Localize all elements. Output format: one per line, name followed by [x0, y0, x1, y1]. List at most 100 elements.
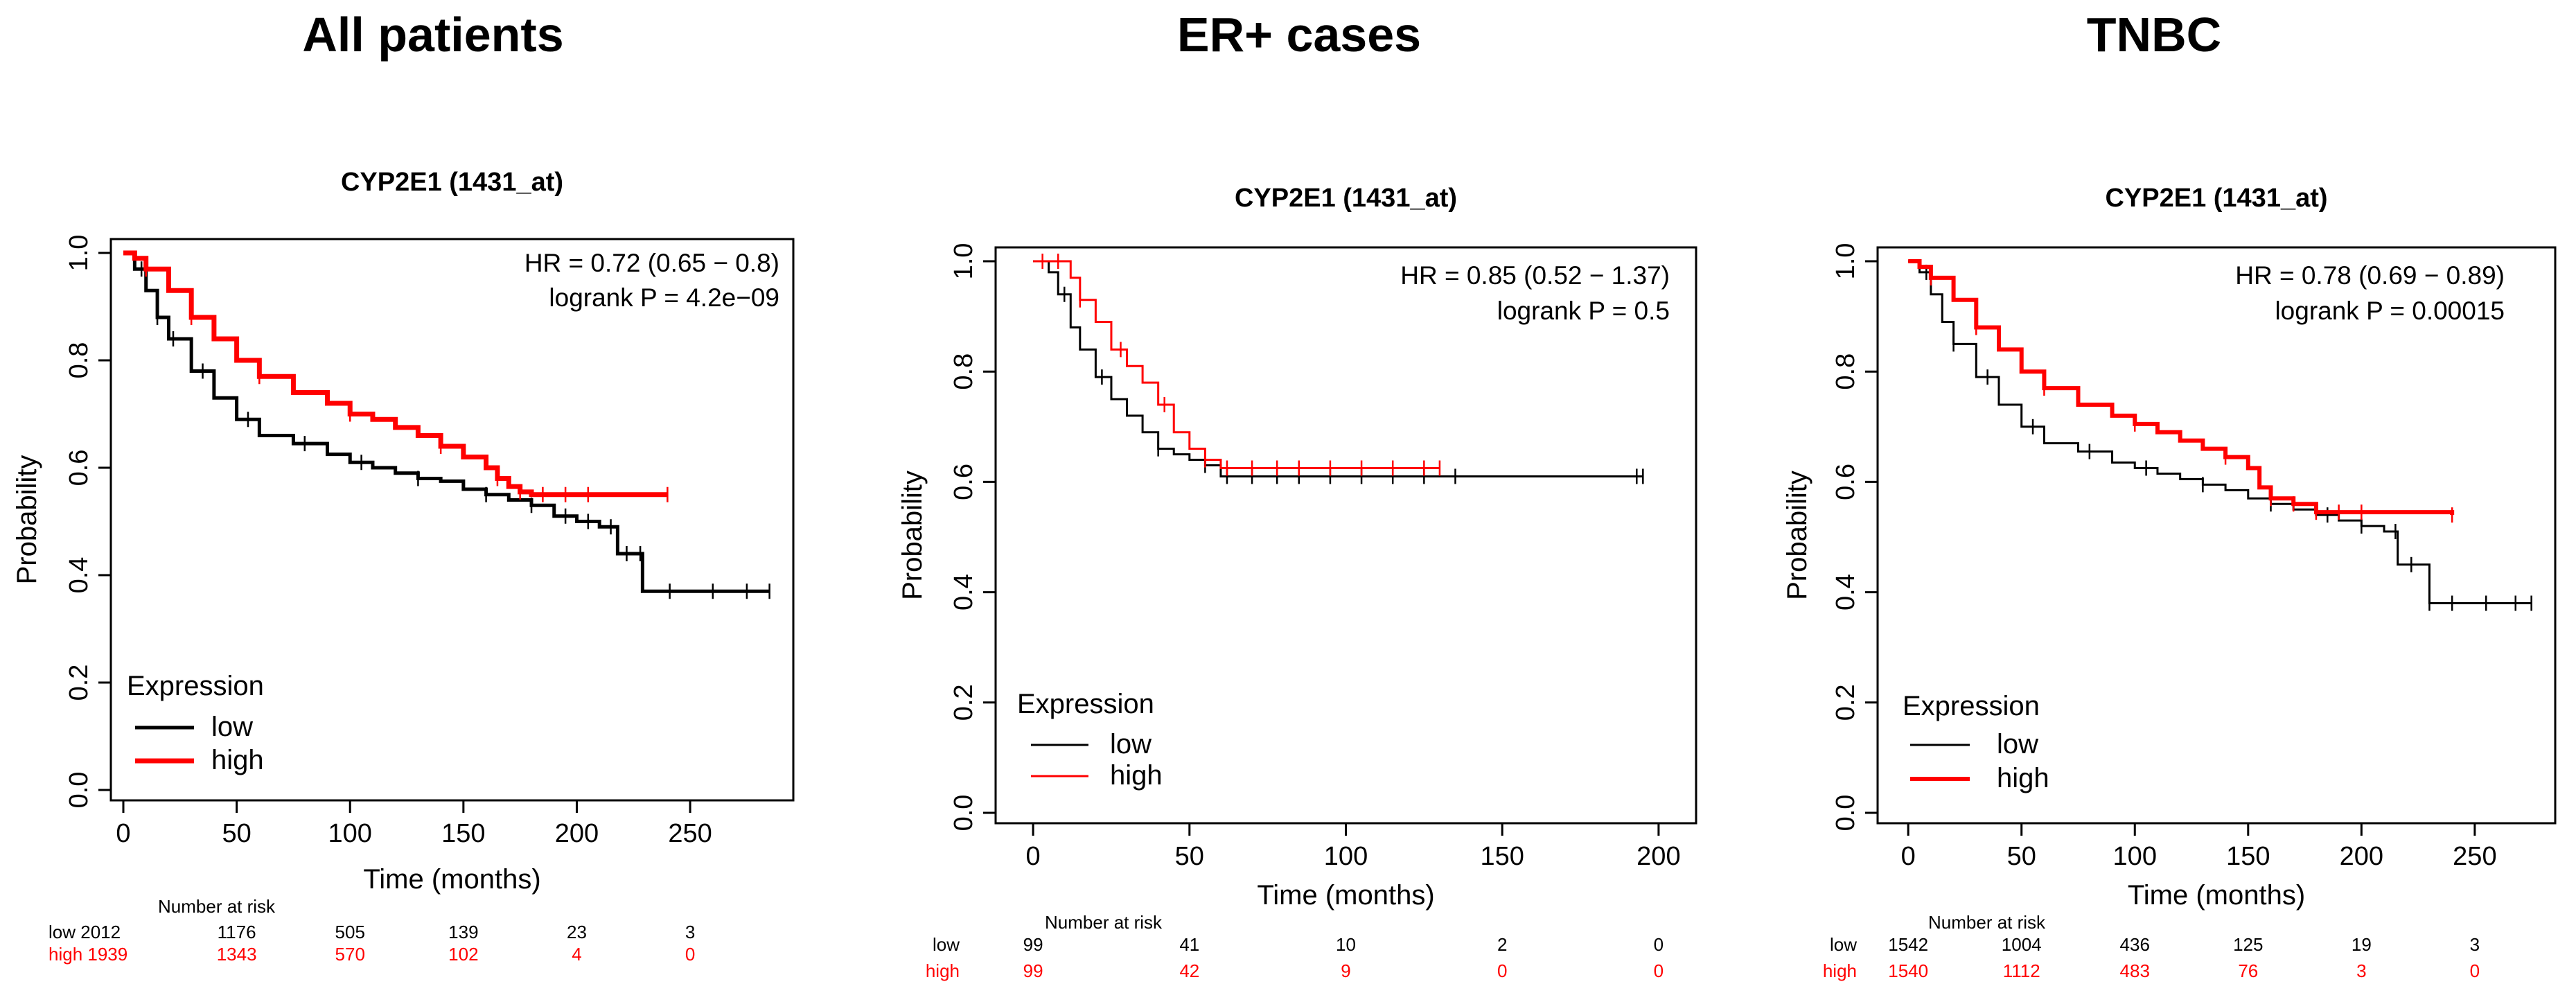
chart2-y-axis-label: Probability — [897, 471, 928, 600]
chart3-risk-low-label: low — [1830, 934, 1857, 955]
chart1-x-axis-label: Time (months) — [363, 864, 540, 895]
chart3-risk-low-value: 1004 — [2002, 934, 2042, 955]
chart1-legend-title: Expression — [127, 671, 264, 701]
chart1-risk-low-value: 139 — [448, 922, 478, 942]
chart3-legend-title: Expression — [1903, 691, 2040, 721]
chart3-legend-label-high: high — [1997, 763, 2049, 793]
chart3-y-tick-label: 0.6 — [1831, 464, 1860, 500]
chart3-risk-low-value: 436 — [2120, 934, 2150, 955]
chart2-logrank-p: logrank P = 0.5 — [1497, 297, 1670, 325]
chart3-risk-high-value: 76 — [2238, 960, 2258, 981]
chart3-risk-high-value: 3 — [2356, 960, 2366, 981]
chart2-risk-high-value: 0 — [1654, 960, 1664, 981]
chart2-y-tick-label: 1.0 — [949, 243, 978, 280]
section-title-tnbc: TNBC — [2086, 8, 2222, 62]
chart2-y-tick-label: 0.6 — [949, 464, 978, 500]
chart3-series-low-curve — [1908, 260, 2532, 605]
section-title-er-cases: ER+ cases — [1176, 8, 1422, 62]
chart1-y-tick-label: 0.6 — [64, 450, 94, 486]
chart1-y-tick-label: 0.4 — [64, 557, 94, 594]
chart3-risk-header: Number at risk — [1928, 912, 2046, 933]
chart2-series-low-curve — [1033, 260, 1643, 477]
chart2-y-tick-label: 0.0 — [949, 795, 978, 832]
chart3-x-tick-label: 50 — [2007, 842, 2036, 871]
chart2-x-tick-label: 50 — [1175, 842, 1204, 871]
chart3-risk-low-value: 19 — [2352, 934, 2372, 955]
chart3-x-tick-label: 200 — [2340, 842, 2383, 871]
chart3-logrank-p: logrank P = 0.00015 — [2275, 297, 2505, 325]
chart3-hazard-ratio: HR = 0.78 (0.69 − 0.89) — [2235, 261, 2505, 290]
chart3-risk-low-value: 3 — [2470, 934, 2480, 955]
chart2-risk-low-value: 2 — [1497, 934, 1507, 955]
chart2-risk-low-value: 10 — [1336, 934, 1356, 955]
chart2-risk-high-value: 0 — [1497, 960, 1507, 981]
chart2-risk-high-label: high — [926, 960, 960, 981]
chart1-risk-low-label: low 2012 — [48, 922, 121, 942]
chart2-y-tick-label: 0.4 — [949, 574, 978, 610]
chart2-risk-header: Number at risk — [1045, 912, 1163, 933]
chart3-y-tick-label: 0.2 — [1831, 684, 1860, 721]
section-title-all-patients: All patients — [302, 8, 564, 62]
chart3-x-tick-label: 150 — [2226, 842, 2270, 871]
chart1-series-low-curve — [123, 251, 770, 593]
chart3-y-tick-label: 0.4 — [1831, 574, 1860, 610]
chart3-y-axis-label: Probability — [1782, 471, 1812, 600]
chart1-legend-label-high: high — [211, 745, 264, 775]
chart2-x-axis-label: Time (months) — [1257, 880, 1434, 911]
chart1-x-tick-label: 100 — [328, 819, 372, 848]
chart1-y-axis-label: Probability — [12, 455, 42, 585]
chart1-risk-high-value: 1343 — [217, 944, 257, 965]
chart1-series-high-curve — [123, 250, 668, 498]
chart2-series-high-curve — [1033, 260, 1440, 469]
chart2-legend-title: Expression — [1017, 689, 1154, 719]
chart3-x-tick-label: 250 — [2453, 842, 2496, 871]
chart2-plot-frame — [994, 246, 1697, 825]
chart1-risk-high-value: 570 — [335, 944, 365, 965]
chart2-y-tick-label: 0.2 — [949, 684, 978, 721]
chart2-y-tick-label: 0.8 — [949, 353, 978, 390]
chart3-risk-high-value: 1540 — [1888, 960, 1928, 981]
chart3-y-tick-label: 0.0 — [1831, 795, 1860, 832]
chart2-legend-label-high: high — [1110, 760, 1163, 791]
chart3-risk-high-value: 483 — [2120, 960, 2150, 981]
chart2-risk-low-value: 41 — [1179, 934, 1199, 955]
chart3-risk-low-value: 125 — [2233, 934, 2263, 955]
chart2-hazard-ratio: HR = 0.85 (0.52 − 1.37) — [1400, 261, 1670, 290]
chart2-risk-high-value: 42 — [1179, 960, 1199, 981]
chart1-risk-high-label: high 1939 — [48, 944, 127, 965]
chart1-y-tick-label: 0.0 — [64, 772, 94, 809]
chart1-risk-high-value: 0 — [685, 944, 695, 965]
chart2-x-tick-label: 0 — [1026, 842, 1041, 871]
chart3-risk-high-value: 0 — [2470, 960, 2480, 981]
chart1-y-tick-label: 1.0 — [64, 235, 94, 272]
chart2-risk-low-value: 0 — [1654, 934, 1664, 955]
chart2-risk-high-value: 9 — [1341, 960, 1350, 981]
chart2-risk-high-value: 99 — [1023, 960, 1043, 981]
chart1-x-tick-label: 200 — [555, 819, 599, 848]
chart2-x-tick-label: 150 — [1480, 842, 1524, 871]
chart1-x-tick-label: 0 — [116, 819, 130, 848]
chart2-x-tick-label: 200 — [1637, 842, 1680, 871]
chart1-plot-title: CYP2E1 (1431_at) — [341, 168, 563, 197]
chart3-plot-title: CYP2E1 (1431_at) — [2105, 184, 2327, 213]
chart3-x-tick-label: 0 — [1901, 842, 1916, 871]
chart1-legend-label-low: low — [211, 712, 253, 742]
chart1-y-tick-label: 0.2 — [64, 665, 94, 701]
chart3-y-tick-label: 0.8 — [1831, 353, 1860, 390]
chart1-x-tick-label: 150 — [441, 819, 485, 848]
chart1-logrank-p: logrank P = 4.2e−09 — [549, 283, 779, 312]
chart1-risk-low-value: 3 — [685, 922, 695, 942]
chart2-plot-title: CYP2E1 (1431_at) — [1235, 184, 1457, 213]
chart3-plot-frame — [1876, 246, 2557, 825]
chart3-risk-low-value: 1542 — [1888, 934, 1928, 955]
chart1-x-tick-label: 250 — [668, 819, 712, 848]
chart2-risk-low-value: 99 — [1023, 934, 1043, 955]
chart3-risk-high-label: high — [1823, 960, 1857, 981]
chart1-y-tick-label: 0.8 — [64, 342, 94, 379]
chart1-risk-low-value: 23 — [567, 922, 587, 942]
chart1-risk-header: Number at risk — [158, 896, 276, 917]
chart3-legend-label-low: low — [1997, 729, 2038, 759]
chart1-risk-high-value: 102 — [448, 944, 478, 965]
chart3-x-tick-label: 100 — [2113, 842, 2157, 871]
chart1-risk-low-value: 505 — [335, 922, 365, 942]
